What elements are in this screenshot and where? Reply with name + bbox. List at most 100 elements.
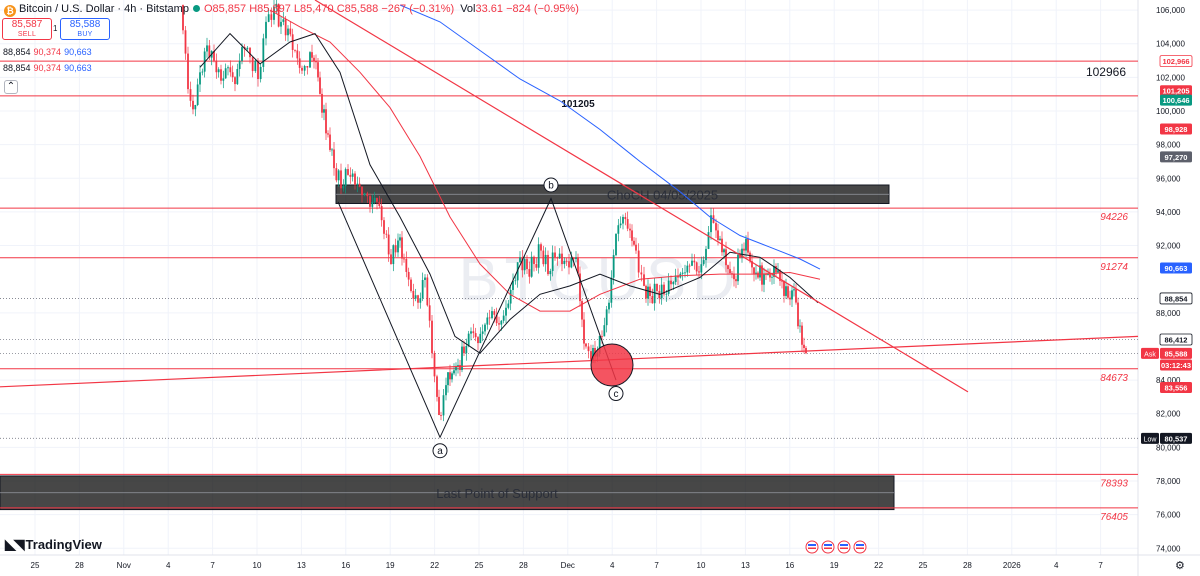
candle-body <box>505 307 507 316</box>
candle-body <box>484 324 486 332</box>
level-label: 84673 <box>1100 373 1128 384</box>
price-badge-label: 101,205 <box>1162 87 1189 96</box>
candle-body <box>421 280 424 299</box>
candle-body <box>296 50 299 59</box>
x-tick-label: 22 <box>874 561 883 570</box>
y-tick-label: 80,000 <box>1156 443 1181 452</box>
price-badge <box>1160 94 1192 106</box>
x-tick-label: 10 <box>697 561 706 570</box>
candle-body <box>380 206 383 221</box>
indicator-value-red: 90,374 <box>33 63 62 73</box>
buy-button[interactable]: 85,588 BUY <box>60 18 110 40</box>
tradingview-logo-text: TradingView <box>25 537 102 552</box>
candle-body <box>321 93 323 113</box>
candle-body <box>342 185 345 189</box>
candle-body <box>376 197 378 202</box>
candle-body <box>619 223 622 226</box>
candle-body <box>465 345 468 354</box>
candle-body <box>775 266 777 273</box>
price-badge <box>1160 151 1192 163</box>
candle-body <box>412 290 415 299</box>
candle-body <box>410 279 412 291</box>
tradingview-logo[interactable]: ◣◥ TradingView <box>5 536 102 553</box>
wave-label-circle <box>608 386 624 402</box>
candle-body <box>635 244 637 251</box>
candle-body <box>779 270 781 281</box>
candle-body <box>385 233 388 235</box>
highlight-circle <box>590 343 634 387</box>
y-tick-label: 96,000 <box>1156 174 1181 183</box>
candle-body <box>540 244 542 251</box>
candle-body <box>449 372 451 380</box>
event-flag-icon <box>853 540 867 554</box>
candle-body <box>229 67 232 73</box>
candle-body <box>428 305 431 321</box>
candle-body <box>585 343 587 347</box>
candle-body <box>213 50 215 61</box>
candle-body <box>267 14 270 22</box>
candle-body <box>514 280 517 282</box>
candle-body <box>783 280 785 296</box>
candle-body <box>624 216 627 220</box>
candle-body <box>461 346 463 371</box>
indicator-values-row: 88,854 90,374 90,663 <box>3 47 95 57</box>
candle-body <box>356 183 359 185</box>
candle-body <box>315 61 317 63</box>
candle-body <box>612 255 615 278</box>
sell-button[interactable]: 85,587 SELL <box>2 18 52 40</box>
candle-body <box>698 271 700 273</box>
candle-body <box>358 183 361 187</box>
price-badge <box>1159 333 1193 346</box>
candle-body <box>670 280 672 285</box>
collapse-legend-button[interactable]: ⌃ <box>4 80 18 94</box>
candle-body <box>313 57 315 62</box>
event-flag-stripe <box>856 547 864 549</box>
x-tick-label: 7 <box>1098 561 1103 570</box>
candle-body <box>361 186 363 196</box>
candle-body <box>763 274 765 285</box>
candle-body <box>735 279 737 282</box>
candle-body <box>222 78 225 81</box>
volume-label: Vol <box>460 3 476 15</box>
gear-icon[interactable]: ⚙ <box>1175 560 1185 572</box>
candle-body <box>477 337 479 344</box>
candle-body <box>311 52 313 58</box>
event-flag-icon <box>837 540 851 554</box>
candle-body <box>707 232 710 249</box>
symbol-title[interactable]: Bitcoin / U.S. Dollar · 4h · Bitstamp <box>19 3 189 15</box>
level-label: 102966 <box>1086 65 1126 79</box>
candle-body <box>403 258 405 260</box>
y-tick-label: 102,000 <box>1156 73 1185 82</box>
candle-body <box>208 45 211 58</box>
candle-body <box>414 295 417 299</box>
price-badge-label: 100,646 <box>1162 96 1189 105</box>
candle-body <box>231 72 234 78</box>
candle-body <box>309 52 311 68</box>
candle-body <box>306 66 309 68</box>
ohlc-low: L85,470 <box>293 3 334 15</box>
candle-body <box>751 261 753 268</box>
candle-body <box>603 325 606 337</box>
candle-body <box>745 238 747 251</box>
candle-body <box>723 249 725 253</box>
candle-body <box>329 134 331 150</box>
side-tag <box>1141 347 1159 359</box>
candle-body <box>196 84 199 105</box>
x-tick-label: 4 <box>610 561 615 570</box>
candle-body <box>785 286 787 296</box>
candle-body <box>457 364 459 366</box>
candle-body <box>656 283 658 291</box>
candle-body <box>787 286 789 298</box>
candle-body <box>265 21 267 39</box>
candle-body <box>282 19 285 22</box>
candle-body <box>665 293 668 295</box>
candle-body <box>507 303 510 308</box>
candle-body <box>369 196 371 207</box>
candle-body <box>227 67 229 69</box>
candle-body <box>556 257 559 259</box>
candle-body <box>733 273 735 280</box>
bitcoin-icon: ₿ <box>4 5 16 17</box>
candle-body <box>547 254 549 275</box>
candle-body <box>390 254 392 265</box>
